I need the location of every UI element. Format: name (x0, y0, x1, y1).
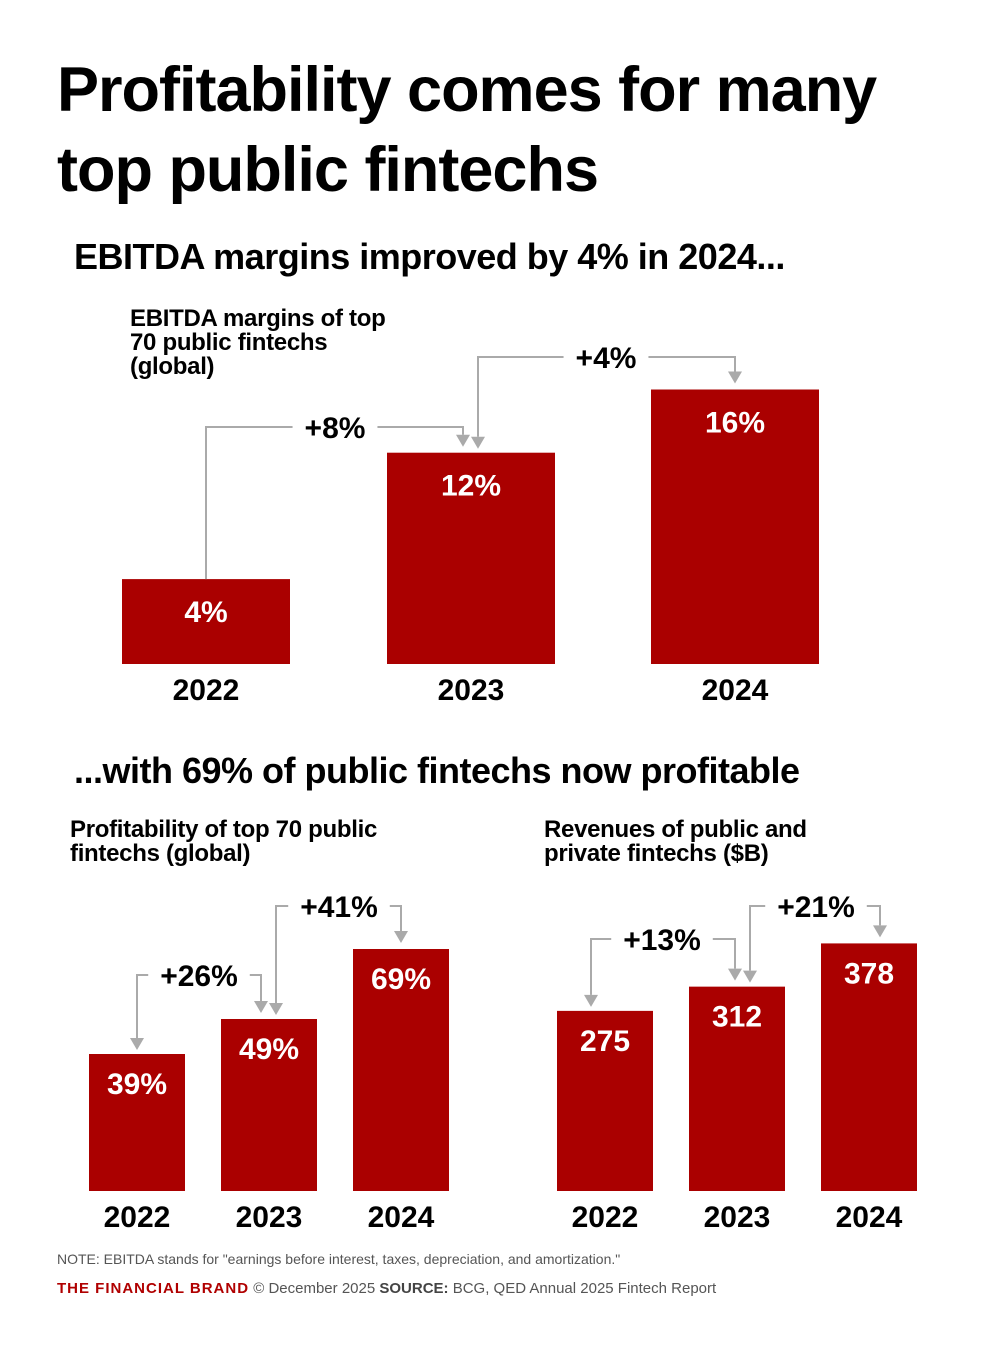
arrowhead (728, 968, 742, 981)
connector-line (477, 356, 564, 437)
category-label: 2022 (104, 1201, 171, 1234)
footnote: NOTE: EBITDA stands for "earnings before… (57, 1251, 621, 1267)
arrowhead (456, 434, 470, 447)
data-label: 4% (184, 596, 227, 629)
chart-2: 39% 2022 49% 2023 69% 2024 +26% +41% (89, 891, 449, 1234)
chart-3: 275 2022 312 2023 378 2024 +13% +21% (557, 891, 917, 1234)
bar-2022 (557, 1010, 653, 1191)
arrowhead (873, 925, 887, 938)
chart-title-profitability: Profitability of top 70 public fintechs … (70, 816, 378, 867)
change-label: +13% (623, 924, 701, 957)
change-label: +4% (576, 342, 637, 375)
data-label: 39% (107, 1068, 167, 1101)
chart-1: 4% 2022 12% 2023 16% 2024 +8% +4% (122, 342, 819, 707)
bar-2024 (353, 949, 449, 1191)
bar-2022 (89, 1054, 185, 1191)
category-label: 2023 (704, 1201, 771, 1234)
category-label: 2024 (702, 674, 769, 707)
connector-line (590, 938, 612, 995)
arrowhead (130, 1038, 144, 1050)
source-text: BCG, QED Annual 2025 Fintech Report (452, 1280, 717, 1297)
arrowhead (743, 970, 757, 983)
category-label: 2023 (236, 1201, 303, 1234)
data-label: 69% (371, 963, 431, 996)
arrowhead (728, 371, 742, 384)
change-label: +41% (300, 891, 378, 924)
change-label: +26% (160, 960, 238, 993)
bar-2023 (221, 1019, 317, 1191)
data-label: 312 (712, 1001, 762, 1034)
chart-title-ebitda: EBITDA margins of top 70 public fintechs… (130, 305, 386, 380)
connector-line (205, 426, 293, 580)
connector-line (866, 905, 881, 926)
category-label: 2023 (438, 674, 505, 707)
connector-line (749, 905, 766, 971)
connector-line (389, 905, 402, 931)
data-label: 49% (239, 1033, 299, 1066)
arrowhead (584, 994, 598, 1007)
category-label: 2022 (572, 1201, 639, 1234)
data-label: 12% (441, 470, 501, 503)
chart-title-revenues: Revenues of public and private fintechs … (544, 816, 807, 867)
change-label: +21% (777, 891, 855, 924)
bar-2024 (821, 943, 917, 1191)
bar-2022 (122, 579, 290, 664)
connector-line (648, 356, 736, 372)
bar-2024 (651, 389, 819, 664)
connector-line (712, 938, 736, 969)
category-label: 2024 (836, 1201, 903, 1234)
section-heading-profitable: ...with 69% of public fintechs now profi… (74, 750, 800, 791)
page-title: Profitability comes for many top public … (57, 55, 877, 205)
connector-line (136, 974, 149, 1038)
section-heading-ebitda: EBITDA margins improved by 4% in 2024... (74, 236, 785, 277)
arrowhead (394, 931, 408, 943)
category-label: 2022 (173, 674, 240, 707)
bar-2023 (387, 452, 555, 664)
source-label: SOURCE: (379, 1280, 449, 1297)
footer-credits: THE FINANCIAL BRAND © December 2025 SOUR… (57, 1280, 716, 1297)
copyright: © December 2025 (253, 1280, 376, 1297)
connector-line (249, 974, 262, 1001)
change-label: +8% (305, 412, 366, 445)
brand-logo: THE FINANCIAL BRAND (57, 1280, 250, 1297)
arrowhead (254, 1001, 268, 1013)
connector-line (377, 426, 464, 435)
arrowhead (269, 1003, 283, 1015)
bar-2023 (689, 986, 785, 1191)
arrowhead (471, 436, 485, 449)
data-label: 378 (844, 957, 894, 990)
data-label: 275 (580, 1025, 630, 1058)
category-label: 2024 (368, 1201, 435, 1234)
connector-line (275, 905, 289, 1003)
data-label: 16% (705, 407, 765, 440)
